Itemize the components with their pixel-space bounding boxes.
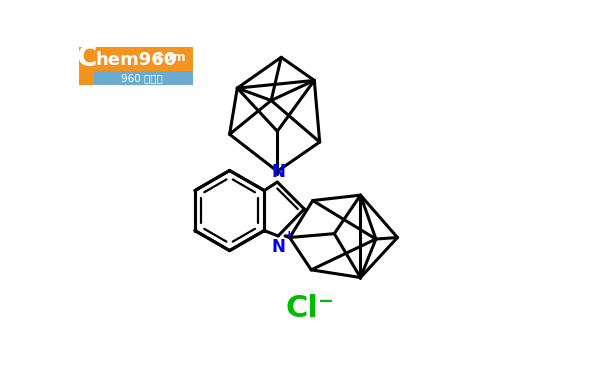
FancyBboxPatch shape xyxy=(79,46,192,85)
Text: N: N xyxy=(272,237,286,255)
Text: N: N xyxy=(271,163,285,181)
Text: hem960: hem960 xyxy=(96,51,177,69)
Text: Cl⁻: Cl⁻ xyxy=(285,294,334,323)
Text: .com: .com xyxy=(152,51,186,64)
Text: +: + xyxy=(284,229,294,242)
Text: 960 化工网: 960 化工网 xyxy=(121,73,163,83)
Text: C: C xyxy=(77,44,97,72)
FancyBboxPatch shape xyxy=(79,71,192,85)
FancyBboxPatch shape xyxy=(79,46,94,85)
